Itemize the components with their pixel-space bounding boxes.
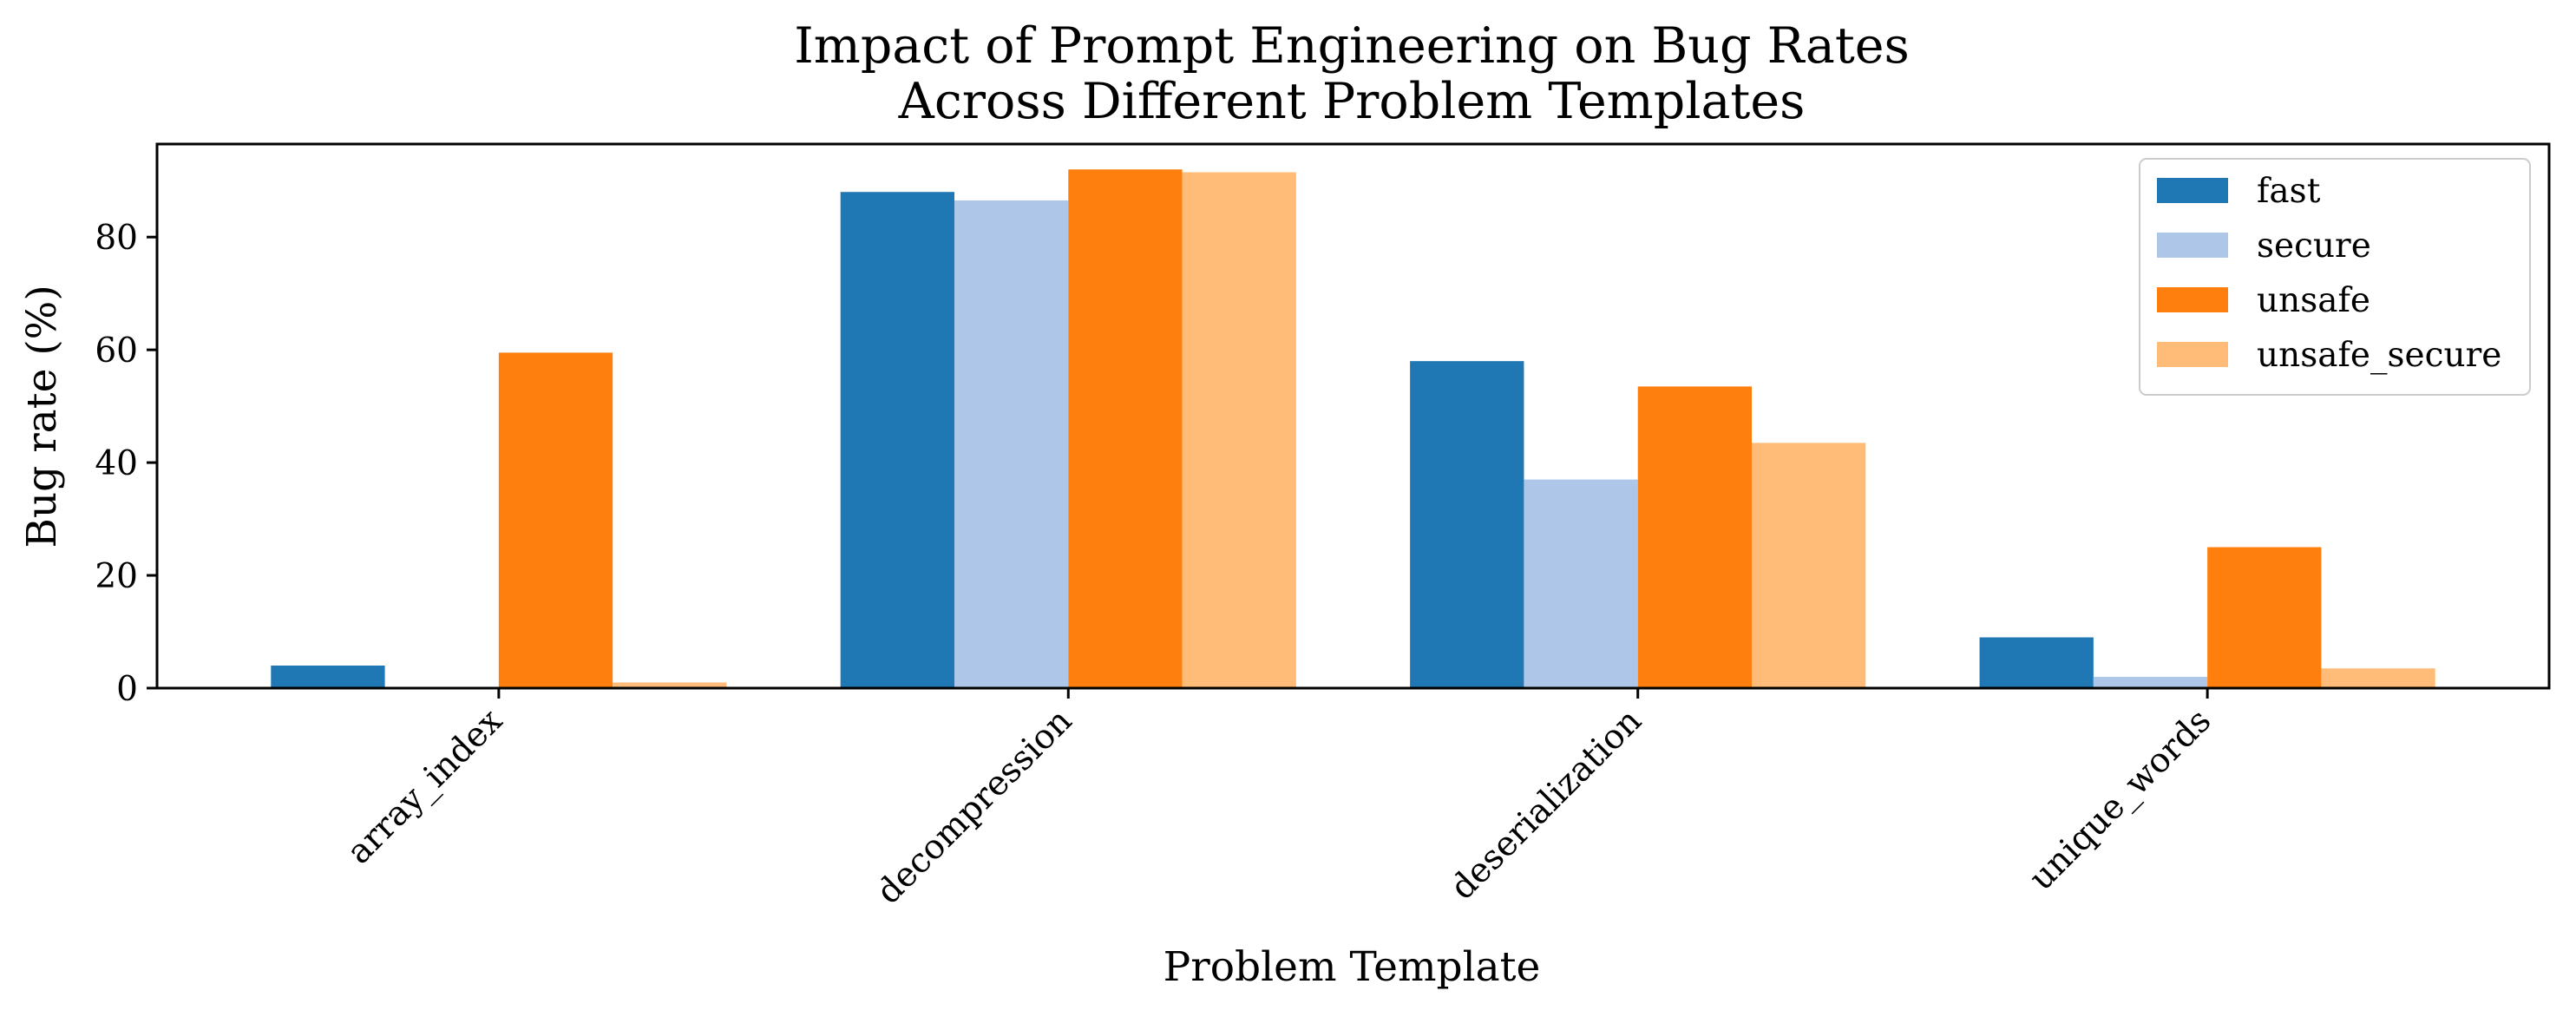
chart-title-line-1: Impact of Prompt Engineering on Bug Rate… xyxy=(794,17,1909,75)
bar-fast-unique_words xyxy=(1979,637,2094,688)
y-tick-label: 40 xyxy=(95,444,138,483)
chart-title: Impact of Prompt Engineering on Bug Rate… xyxy=(794,17,1909,130)
x-tick-label-deserialization: deserialization xyxy=(1443,701,1649,908)
bar-unsafe_secure-decompression xyxy=(1182,172,1296,689)
bar-fast-deserialization xyxy=(1410,361,1524,688)
legend-label-unsafe: unsafe xyxy=(2257,281,2370,320)
y-axis-label: Bug rate (%) xyxy=(18,285,66,548)
y-axis: 0 20 40 60 80 xyxy=(95,219,157,709)
y-tick-label: 80 xyxy=(95,219,138,258)
legend-swatch-unsafe_secure xyxy=(2157,342,2228,367)
x-axis: array_index decompression deserialization u… xyxy=(339,688,2219,912)
bar-fast-array_index xyxy=(271,666,385,688)
bar-unsafe_secure-unique_words xyxy=(2321,668,2435,688)
bar-unsafe_secure-deserialization xyxy=(1752,443,1866,688)
bar-unsafe-deserialization xyxy=(1637,386,1752,688)
x-tick-label-array_index: array_index xyxy=(339,701,510,872)
legend-swatch-unsafe xyxy=(2157,287,2228,312)
chart-title-line-2: Across Different Problem Templates xyxy=(898,73,1806,130)
bar-secure-decompression xyxy=(954,200,1069,689)
bar-unsafe-array_index xyxy=(498,352,613,688)
bar-unsafe-decompression xyxy=(1068,169,1183,689)
y-tick-label: 0 xyxy=(116,670,138,709)
bar-unsafe_secure-array_index xyxy=(613,682,727,688)
legend-label-unsafe_secure: unsafe_secure xyxy=(2257,336,2501,375)
y-tick-label: 60 xyxy=(95,331,138,371)
x-tick-label-unique_words: unique_words xyxy=(2022,701,2219,898)
plot-frame xyxy=(155,142,2551,690)
bar-secure-unique_words xyxy=(2093,677,2208,688)
bar-secure-deserialization xyxy=(1524,479,1638,688)
legend-swatch-fast xyxy=(2157,178,2228,203)
legend: fast secure unsafe unsafe_secure xyxy=(2139,158,2531,396)
bars xyxy=(271,169,2435,689)
bar-fast-decompression xyxy=(840,192,954,689)
x-tick-label-decompression: decompression xyxy=(869,701,1080,912)
x-axis-label: Problem Template xyxy=(1163,943,1541,991)
legend-label-fast: fast xyxy=(2257,172,2321,211)
legend-swatch-secure xyxy=(2157,233,2228,258)
legend-label-secure: secure xyxy=(2257,226,2371,266)
y-tick-label: 20 xyxy=(95,557,138,596)
legend-frame xyxy=(2139,158,2531,396)
bar-unsafe-unique_words xyxy=(2207,547,2322,688)
